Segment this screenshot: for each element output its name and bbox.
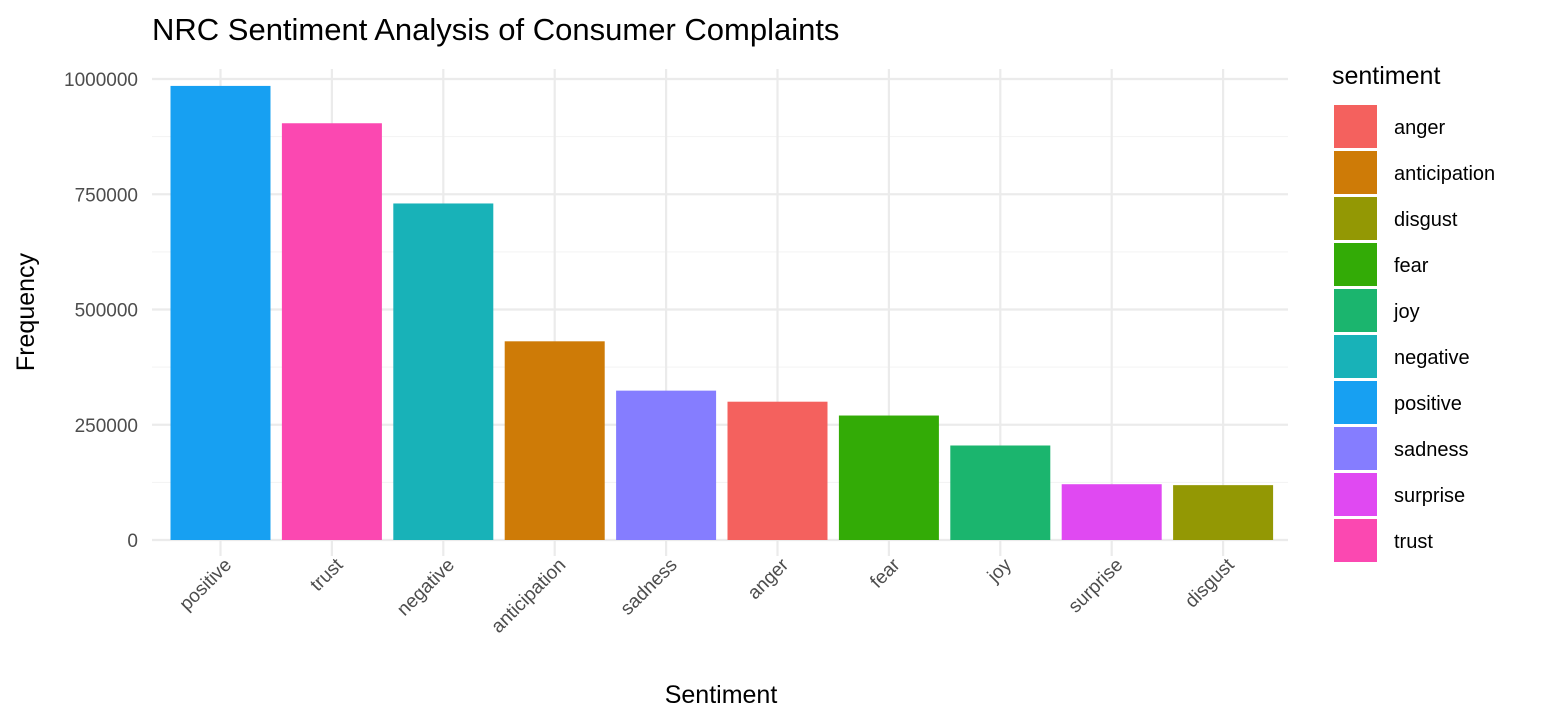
y-axis-title: Frequency xyxy=(12,252,40,371)
bars xyxy=(170,85,1274,541)
legend-label-sadness: sadness xyxy=(1394,439,1469,461)
legend-title: sentiment xyxy=(1332,62,1440,90)
x-tick-label-trust: trust xyxy=(306,554,347,595)
bar-anger xyxy=(727,401,828,540)
legend-label-positive: positive xyxy=(1394,393,1462,415)
x-tick-label-surprise: surprise xyxy=(1065,555,1128,618)
legend-label-fear: fear xyxy=(1394,255,1429,277)
legend-key-fear xyxy=(1334,243,1377,286)
y-tick-label: 750000 xyxy=(75,185,138,206)
y-tick-label: 250000 xyxy=(75,416,138,437)
legend-label-negative: negative xyxy=(1394,347,1470,369)
y-tick-label: 0 xyxy=(127,531,138,552)
legend-label-disgust: disgust xyxy=(1394,209,1458,231)
legend-label-trust: trust xyxy=(1394,531,1433,553)
legend-key-surprise xyxy=(1334,473,1377,516)
y-tick-label: 1000000 xyxy=(64,70,138,91)
x-tick-label-joy: joy xyxy=(983,554,1016,587)
x-tick-label-negative: negative xyxy=(393,555,459,621)
x-axis-tick-labels: positive trust negative anticipation sadness… xyxy=(176,554,1240,637)
legend-key-negative xyxy=(1334,335,1377,378)
legend-key-joy xyxy=(1334,289,1377,332)
chart-title: NRC Sentiment Analysis of Consumer Compl… xyxy=(152,12,839,47)
bar-fear xyxy=(838,415,939,540)
bar-disgust xyxy=(1173,485,1274,540)
legend-items: anger anticipation disgust fear joy negative p… xyxy=(1334,105,1495,562)
bar-negative xyxy=(393,203,494,540)
bar-trust xyxy=(281,123,382,541)
legend: sentiment anger anticipation disgust fear jo… xyxy=(1332,62,1495,562)
legend-key-trust xyxy=(1334,519,1377,562)
x-tick-label-fear: fear xyxy=(866,554,904,592)
x-tick-label-sadness: sadness xyxy=(617,555,682,620)
legend-label-surprise: surprise xyxy=(1394,485,1465,507)
bar-anticipation xyxy=(504,341,605,540)
legend-label-anger: anger xyxy=(1394,117,1445,139)
legend-key-anticipation xyxy=(1334,151,1377,194)
bar-sadness xyxy=(616,390,717,540)
bar-positive xyxy=(170,85,271,540)
x-tick-label-positive: positive xyxy=(176,555,236,615)
bar-joy xyxy=(950,445,1051,540)
x-tick-label-anticipation: anticipation xyxy=(487,555,570,638)
legend-key-sadness xyxy=(1334,427,1377,470)
legend-key-positive xyxy=(1334,381,1377,424)
legend-label-joy: joy xyxy=(1393,301,1420,323)
legend-key-disgust xyxy=(1334,197,1377,240)
x-tick-label-anger: anger xyxy=(744,554,794,604)
bar-surprise xyxy=(1061,484,1162,540)
legend-key-anger xyxy=(1334,105,1377,148)
y-tick-label: 500000 xyxy=(75,301,138,322)
x-tick-label-disgust: disgust xyxy=(1181,554,1239,612)
x-axis-title: Sentiment xyxy=(665,681,778,709)
y-axis-tick-labels: 0 250000 500000 750000 1000000 xyxy=(64,70,138,552)
legend-label-anticipation: anticipation xyxy=(1394,163,1495,185)
